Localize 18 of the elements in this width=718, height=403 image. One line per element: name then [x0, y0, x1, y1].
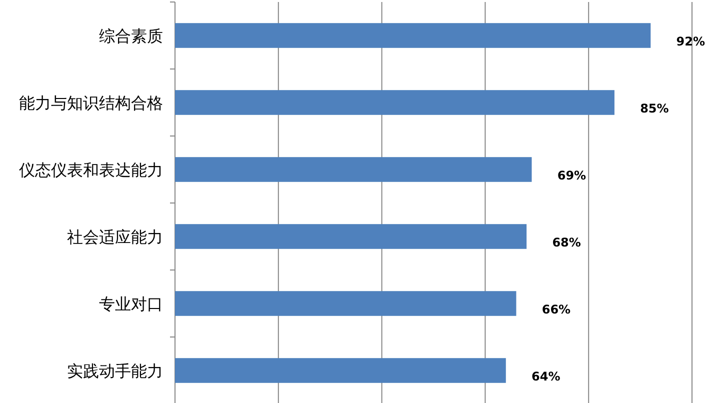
y-tick-label: 综合素质	[99, 28, 163, 46]
y-tick-label: 专业对口	[99, 296, 163, 314]
data-label: 68%	[552, 236, 581, 250]
data-label: 85%	[640, 102, 669, 116]
bar	[175, 358, 506, 383]
data-label: 64%	[532, 370, 560, 384]
y-tick-label: 实践动手能力	[67, 362, 163, 380]
bar	[175, 291, 516, 316]
data-label: 92%	[676, 34, 706, 48]
bar	[175, 224, 527, 249]
bar	[175, 23, 651, 48]
bar	[175, 157, 532, 182]
data-label: 66%	[542, 302, 571, 316]
bar	[175, 90, 614, 115]
y-tick-label: 社会适应能力	[67, 228, 163, 246]
data-label: 69%	[557, 168, 586, 182]
y-tick-label: 能力与知识结构合格	[19, 94, 163, 112]
y-tick-label: 仪态仪表和表达能力	[19, 162, 163, 180]
